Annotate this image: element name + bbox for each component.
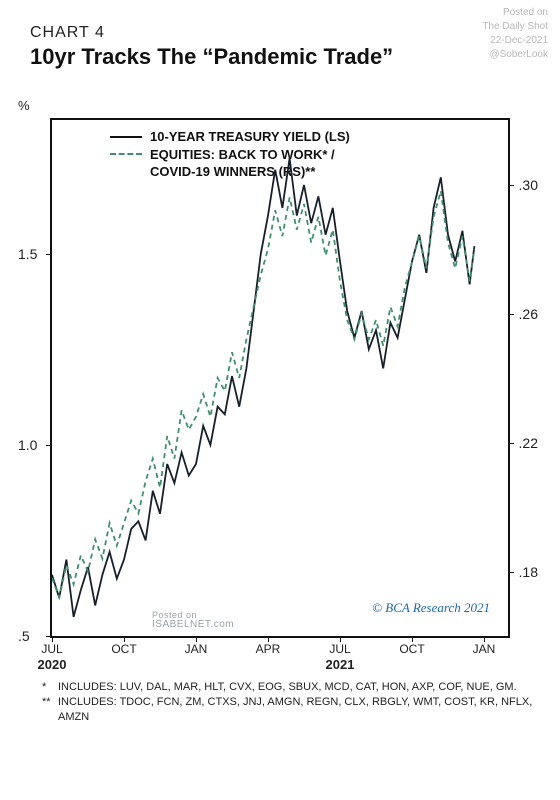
left-tick-label: 1.5 — [18, 246, 37, 262]
x-tick-label: JUL — [41, 642, 62, 656]
x-tick-mark — [412, 636, 413, 642]
x-year-label: 2020 — [38, 657, 67, 672]
x-tick-label: JUL — [329, 642, 350, 656]
right-tick-mark — [508, 314, 514, 315]
chart-number: CHART 4 — [30, 24, 393, 42]
chart-title: 10yr Tracks The “Pandemic Trade” — [30, 44, 393, 70]
source-handle: @SoberLook — [482, 48, 548, 62]
x-tick-label: OCT — [399, 642, 424, 656]
footnotes: * INCLUDES: LUV, DAL, MAR, HLT, CVX, EOG… — [42, 680, 536, 725]
right-tick-label: .26 — [519, 306, 538, 322]
x-tick-mark — [484, 636, 485, 642]
x-tick-mark — [196, 636, 197, 642]
left-tick-label: 1.0 — [18, 437, 37, 453]
chart-plot-area: 10-YEAR TREASURY YIELD (LS) EQUITIES: BA… — [50, 118, 510, 638]
x-year-label: 2021 — [326, 657, 355, 672]
chart-lines — [52, 120, 508, 636]
x-tick-label: OCT — [111, 642, 136, 656]
post-date: 22-Dec-2021 — [482, 34, 548, 48]
right-tick-label: .22 — [519, 435, 538, 451]
watermark-site: ISABELNET.com — [152, 619, 234, 630]
left-tick-mark — [46, 445, 52, 446]
x-tick-mark — [268, 636, 269, 642]
left-tick-label: .5 — [18, 628, 30, 644]
right-tick-mark — [508, 185, 514, 186]
x-tick-label: JAN — [185, 642, 208, 656]
x-tick-mark — [340, 636, 341, 642]
chart-heading: CHART 4 10yr Tracks The “Pandemic Trade” — [30, 24, 393, 70]
x-tick-mark — [124, 636, 125, 642]
footnote-2: INCLUDES: TDOC, FCN, ZM, CTXS, JNJ, AMGN… — [58, 695, 536, 725]
footnote-ast-2: ** — [42, 695, 58, 725]
footnote-ast-1: * — [42, 680, 58, 695]
right-tick-mark — [508, 572, 514, 573]
chart-credit: © BCA Research 2021 — [372, 600, 490, 616]
right-tick-mark — [508, 443, 514, 444]
source-name: The Daily Shot — [482, 20, 548, 34]
left-axis-unit: % — [18, 98, 30, 113]
footnote-1: INCLUDES: LUV, DAL, MAR, HLT, CVX, EOG, … — [58, 680, 517, 695]
watermark: Posted on ISABELNET.com — [152, 610, 234, 630]
right-tick-label: .30 — [519, 177, 538, 193]
x-tick-label: JAN — [473, 642, 496, 656]
posted-on-label: Posted on — [482, 6, 548, 20]
right-tick-label: .18 — [519, 564, 538, 580]
x-tick-mark — [52, 636, 53, 642]
left-tick-mark — [46, 254, 52, 255]
x-tick-label: APR — [256, 642, 281, 656]
header-meta: Posted on The Daily Shot 22-Dec-2021 @So… — [482, 6, 548, 62]
